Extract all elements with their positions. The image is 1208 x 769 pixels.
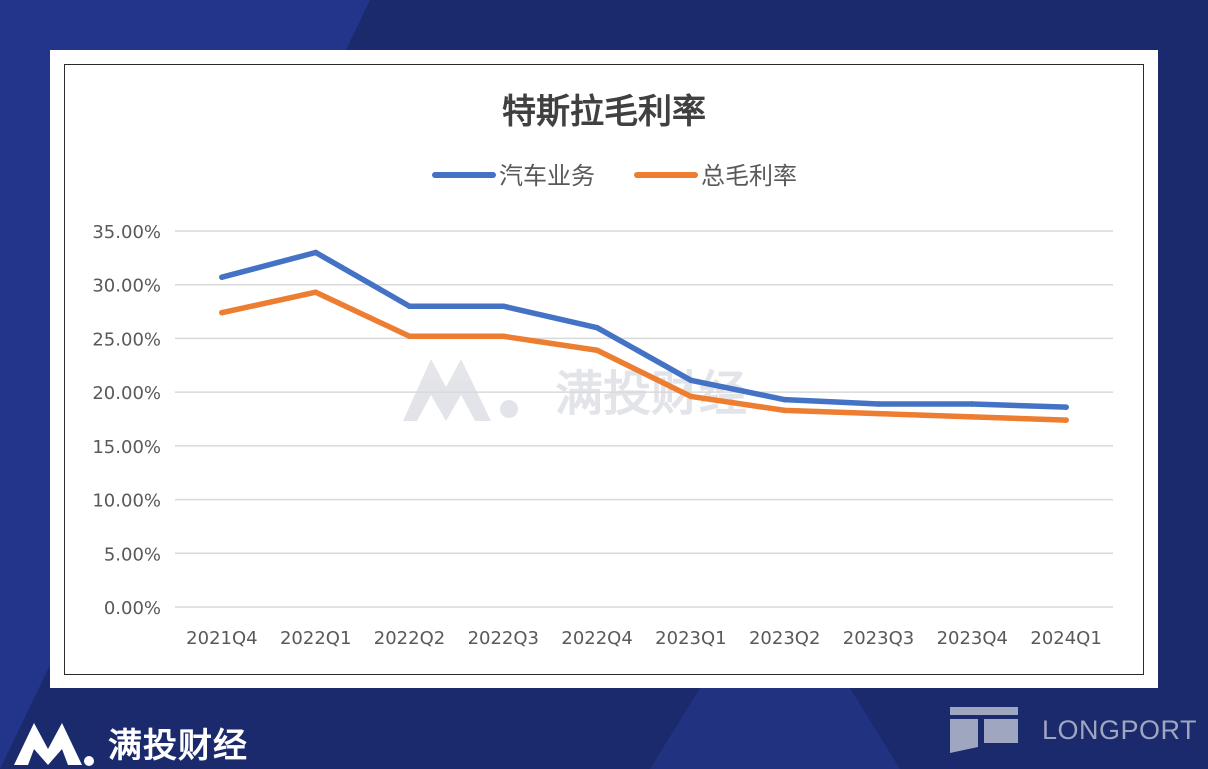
data-point [1063,417,1069,423]
data-point [594,347,600,354]
legend-label: 汽车业务 [499,162,595,190]
series-line [219,289,1069,423]
chart-card: 满投财经 特斯拉毛利率 汽车业务 总毛利率 0.00% 5.00% 10.00% 15.… [50,50,1158,688]
data-point [500,303,507,309]
legend: 汽车业务 总毛利率 [432,162,797,190]
data-point [1063,404,1069,410]
data-point [688,377,694,384]
x-tick-label: 2022Q4 [561,628,632,649]
data-point [219,274,225,280]
x-tick-label: 2022Q2 [374,628,445,649]
data-point [406,303,413,309]
data-point [500,333,507,340]
x-tick-label: 2022Q3 [468,628,539,649]
x-axis-ticks: 2021Q4 2022Q1 2022Q2 2022Q3 2022Q4 2023Q1 2023… [186,628,1102,649]
watermark-dot-icon [500,400,518,418]
data-point [312,249,319,256]
y-tick-label: 25.00% [92,329,161,350]
y-tick-label: 15.00% [92,437,161,458]
x-tick-label: 2023Q3 [843,628,914,649]
line-chart: 满投财经 特斯拉毛利率 汽车业务 总毛利率 0.00% 5.00% 10.00% 15.… [92,92,1113,649]
gridlines [175,230,1113,608]
y-tick-label: 35.00% [92,222,161,243]
series-lines [219,249,1069,423]
data-point [219,309,225,316]
watermark: 满投财经 [403,359,747,422]
data-point [969,414,976,420]
y-tick-label: 5.00% [104,544,161,565]
data-point [312,289,319,296]
chart-title: 特斯拉毛利率 [502,92,706,132]
series-line [219,249,1069,410]
x-tick-label: 2023Q1 [655,628,726,649]
x-tick-label: 2021Q4 [186,628,257,649]
data-point [875,410,882,417]
chart-frame: 满投财经 特斯拉毛利率 汽车业务 总毛利率 0.00% 5.00% 10.00% 15.… [64,64,1144,675]
data-point [594,324,600,331]
y-tick-label: 0.00% [104,598,161,619]
x-tick-label: 2024Q1 [1030,628,1101,649]
data-point [875,401,882,407]
manto-m-logo-icon [14,722,94,766]
brand-name: 满投财经 [108,726,248,766]
longport-logo-icon [950,707,1018,753]
data-point [781,396,788,403]
brand-footer-left: 满投财经 [14,718,248,767]
y-axis-ticks: 0.00% 5.00% 10.00% 15.00% 20.00% 25.00% 30.00%… [92,222,161,619]
y-tick-label: 30.00% [92,276,161,297]
y-tick-label: 10.00% [92,491,161,512]
brand-footer-right: LONGPORT [950,705,1197,755]
x-tick-label: 2022Q1 [280,628,351,649]
data-point [781,407,788,414]
x-tick-label: 2023Q2 [749,628,820,649]
data-point [406,333,413,340]
watermark-logo-icon [403,359,491,421]
legend-label: 总毛利率 [701,162,797,190]
x-tick-label: 2023Q4 [937,628,1008,649]
y-tick-label: 20.00% [92,383,161,404]
longport-name: LONGPORT [1042,714,1198,745]
data-point [688,393,694,400]
data-point [969,401,976,407]
background-shape-bottom [650,688,900,769]
